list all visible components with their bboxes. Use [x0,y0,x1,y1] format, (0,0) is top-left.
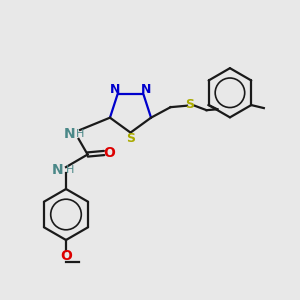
Text: S: S [185,98,194,111]
Text: N: N [140,83,151,96]
Text: O: O [103,146,115,160]
Text: H: H [76,129,84,140]
Text: N: N [52,164,63,177]
Text: S: S [126,131,135,145]
Text: O: O [60,250,72,263]
Text: H: H [65,165,74,176]
Text: N: N [64,128,75,141]
Text: N: N [110,83,121,96]
